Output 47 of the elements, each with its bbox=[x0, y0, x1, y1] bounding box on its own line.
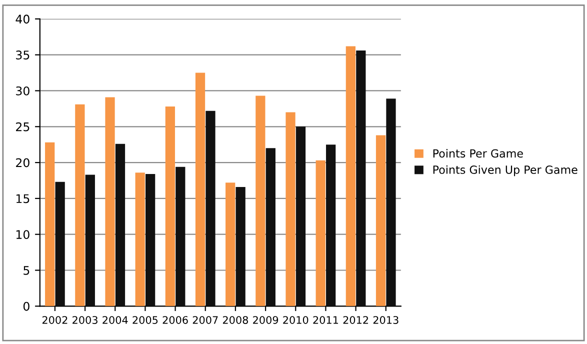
bar bbox=[85, 174, 95, 306]
bar bbox=[135, 172, 145, 306]
x-tick-label: 2005 bbox=[132, 316, 158, 324]
y-tick-label: 25 bbox=[16, 122, 30, 132]
x-tick-label: 2004 bbox=[102, 316, 128, 324]
bar bbox=[326, 144, 336, 306]
y-tick-label: 5 bbox=[24, 266, 30, 275]
bar bbox=[165, 106, 175, 306]
bar bbox=[195, 72, 206, 306]
y-tick-label: 0 bbox=[23, 302, 30, 311]
bar bbox=[346, 46, 356, 306]
x-tick-label: 2003 bbox=[72, 316, 98, 324]
x-tick-label: 2008 bbox=[222, 316, 248, 324]
legend-label: Points Given Up Per Game bbox=[433, 165, 578, 176]
bar bbox=[75, 104, 85, 306]
bar bbox=[316, 160, 326, 306]
y-tick-label: 20 bbox=[16, 158, 30, 168]
y-tick-label: 30 bbox=[16, 86, 30, 96]
bar bbox=[226, 182, 236, 306]
x-tick-label: 2007 bbox=[192, 316, 218, 324]
y-tick-label: 35 bbox=[16, 50, 30, 60]
x-tick-label: 2010 bbox=[283, 316, 308, 324]
bar bbox=[376, 135, 386, 306]
legend-label: Points Per Game bbox=[433, 149, 523, 158]
bar bbox=[356, 50, 366, 306]
bar bbox=[296, 126, 306, 306]
x-tick-label: 2012 bbox=[343, 316, 368, 324]
bar bbox=[105, 97, 115, 306]
bar bbox=[146, 174, 156, 306]
bar bbox=[115, 144, 126, 306]
bar bbox=[386, 98, 396, 306]
x-tick-label: 2006 bbox=[162, 316, 188, 324]
bar bbox=[45, 142, 55, 306]
x-tick-label: 2009 bbox=[253, 316, 278, 324]
x-tick-label: 2011 bbox=[313, 316, 338, 324]
bar bbox=[236, 186, 246, 306]
y-tick-label: 40 bbox=[16, 14, 30, 24]
bar bbox=[256, 96, 266, 306]
y-tick-label: 15 bbox=[16, 194, 30, 204]
bar bbox=[176, 166, 186, 306]
bar bbox=[266, 148, 276, 306]
bar bbox=[206, 110, 216, 306]
x-tick-label: 2002 bbox=[42, 316, 68, 324]
bar bbox=[55, 182, 65, 306]
y-tick-label: 10 bbox=[16, 230, 30, 240]
x-tick-label: 2013 bbox=[373, 316, 398, 324]
bar bbox=[286, 112, 296, 306]
